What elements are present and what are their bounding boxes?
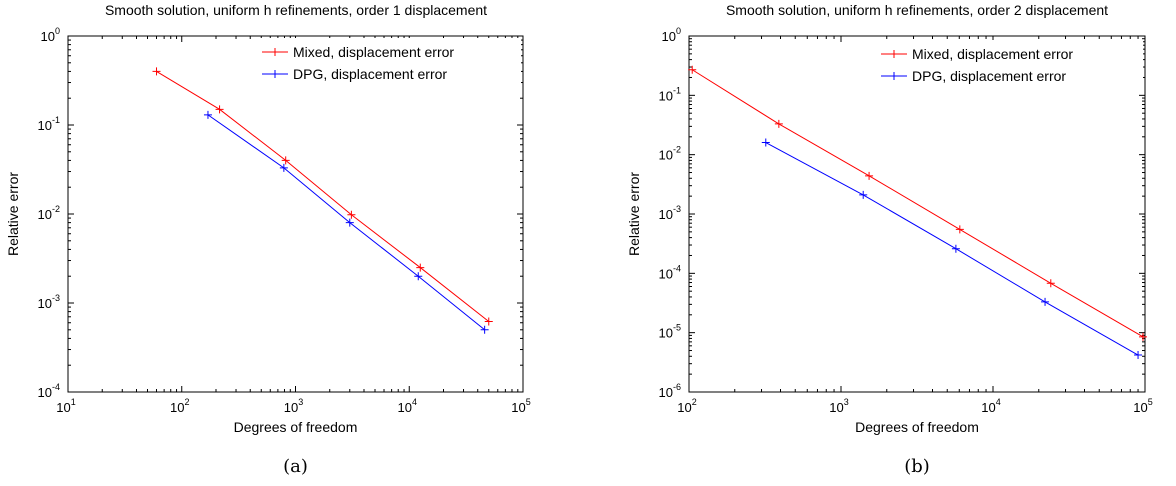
data-point xyxy=(414,272,423,281)
x-tick-label: 105 xyxy=(511,397,530,415)
data-point xyxy=(774,119,783,128)
y-tick-label: 10-4 xyxy=(659,263,681,281)
data-point xyxy=(1041,297,1050,306)
plot-area xyxy=(688,35,1146,393)
series-2 xyxy=(203,110,489,334)
y-tick-label: 10-1 xyxy=(38,115,60,133)
data-point xyxy=(761,138,770,147)
y-tick-label: 10-1 xyxy=(659,85,681,103)
legend: Mixed, displacement error DPG, displaceme… xyxy=(256,38,521,86)
series-1 xyxy=(152,67,493,326)
y-tick-label: 10-2 xyxy=(38,204,60,222)
legend: Mixed, displacement error DPG, displaceme… xyxy=(875,40,1143,88)
series-line xyxy=(156,70,490,322)
y-tick-label: 100 xyxy=(41,26,60,44)
x-tick-label: 103 xyxy=(829,397,848,415)
legend-marker xyxy=(271,48,279,56)
x-tick-label: 102 xyxy=(677,397,696,415)
legend-entry: DPG, displacement error xyxy=(293,66,447,82)
y-axis-label: Relative error xyxy=(5,172,21,256)
data-point xyxy=(1138,332,1147,341)
x-axis-label: Degrees of freedom xyxy=(855,419,979,435)
legend-marker xyxy=(890,72,898,80)
y-tick-label: 10-5 xyxy=(659,323,681,341)
y-axis-label: Relative error xyxy=(626,172,642,256)
y-tick-label: 10-2 xyxy=(659,145,681,163)
y-tick-label: 10-4 xyxy=(38,382,60,400)
data-point xyxy=(951,244,960,253)
data-point xyxy=(347,210,356,219)
x-tick-label: 104 xyxy=(398,397,417,415)
legend-entry: Mixed, displacement error xyxy=(912,46,1073,62)
data-point xyxy=(203,110,212,119)
x-tick-label: 102 xyxy=(170,397,189,415)
data-point xyxy=(484,317,493,326)
subfigure-caption: (b) xyxy=(904,456,930,477)
data-point xyxy=(688,65,697,74)
legend-entry: Mixed, displacement error xyxy=(293,44,454,60)
x-tick-label: 103 xyxy=(284,397,303,415)
chart-title: Smooth solution, uniform h refinements, … xyxy=(726,2,1108,18)
subfigure-caption: (a) xyxy=(283,456,308,477)
chart-title: Smooth solution, uniform h refinements, … xyxy=(105,2,487,18)
series-1 xyxy=(688,65,1147,341)
data-point xyxy=(1046,279,1055,288)
data-point xyxy=(215,105,224,114)
legend-box xyxy=(256,38,521,86)
data-point xyxy=(859,190,868,199)
data-point xyxy=(1134,351,1143,360)
series-line xyxy=(691,69,1144,338)
plot-area xyxy=(67,35,524,393)
chart-2: Smooth solution, uniform h refinements, … xyxy=(626,2,1153,477)
data-point xyxy=(279,163,288,172)
data-point xyxy=(281,156,290,165)
legend-box xyxy=(875,40,1143,88)
data-point xyxy=(865,171,874,180)
x-tick-label: 104 xyxy=(981,397,1000,415)
x-axis-label: Degrees of freedom xyxy=(234,419,358,435)
x-tick-label: 101 xyxy=(56,397,75,415)
data-point xyxy=(480,325,489,334)
series-2 xyxy=(761,138,1143,360)
y-tick-label: 10-3 xyxy=(38,293,60,311)
legend-marker xyxy=(890,50,898,58)
y-tick-label: 10-3 xyxy=(659,204,681,222)
y-tick-label: 100 xyxy=(662,26,681,44)
data-point xyxy=(152,67,161,76)
data-point xyxy=(345,218,354,227)
y-tick-label: 10-6 xyxy=(659,382,681,400)
x-tick-label: 105 xyxy=(1133,397,1152,415)
chart-1: Smooth solution, uniform h refinements, … xyxy=(5,2,531,477)
legend-marker xyxy=(271,70,279,78)
data-point xyxy=(955,225,964,234)
data-point xyxy=(416,263,425,272)
legend-entry: DPG, displacement error xyxy=(912,68,1066,84)
